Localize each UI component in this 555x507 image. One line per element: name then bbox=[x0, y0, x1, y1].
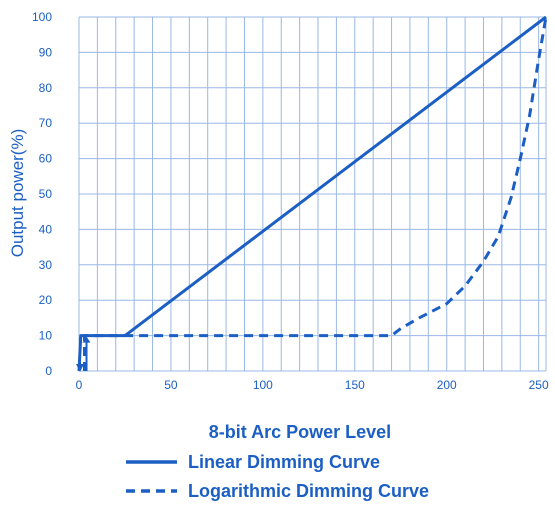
up-arrow-head bbox=[82, 336, 91, 343]
y-tick-labels: 0 10 20 30 40 50 60 70 80 90 100 bbox=[32, 10, 52, 378]
y-tick-label: 90 bbox=[39, 45, 53, 59]
y-tick-label: 100 bbox=[32, 10, 52, 24]
y-tick-label: 20 bbox=[39, 293, 53, 307]
y-tick-label: 70 bbox=[39, 116, 53, 130]
y-axis-label: Output power(%) bbox=[8, 129, 27, 258]
x-tick-labels: 0 50 100 150 200 250 bbox=[76, 378, 549, 392]
x-tick-label: 150 bbox=[345, 378, 365, 392]
legend-label: Logarithmic Dimming Curve bbox=[188, 481, 429, 501]
x-tick-label: 0 bbox=[76, 378, 83, 392]
down-arrow-head bbox=[76, 364, 84, 372]
y-tick-label: 10 bbox=[39, 329, 53, 343]
y-tick-label: 60 bbox=[39, 152, 53, 166]
x-tick-label: 200 bbox=[437, 378, 457, 392]
y-tick-label: 80 bbox=[39, 81, 53, 95]
y-tick-label: 0 bbox=[45, 364, 52, 378]
y-tick-label: 40 bbox=[39, 222, 53, 236]
x-axis-label: 8-bit Arc Power Level bbox=[209, 422, 391, 442]
y-tick-label: 30 bbox=[39, 258, 53, 272]
x-tick-label: 50 bbox=[164, 378, 178, 392]
grid bbox=[78, 16, 547, 372]
low-level-arrows bbox=[76, 336, 91, 372]
legend: Linear Dimming Curve Logarithmic Dimming … bbox=[126, 452, 429, 501]
legend-label: Linear Dimming Curve bbox=[188, 452, 380, 472]
x-tick-label: 100 bbox=[253, 378, 273, 392]
x-tick-label: 250 bbox=[529, 378, 549, 392]
logarithmic-curve-line bbox=[83, 16, 548, 371]
y-tick-label: 50 bbox=[39, 187, 53, 201]
